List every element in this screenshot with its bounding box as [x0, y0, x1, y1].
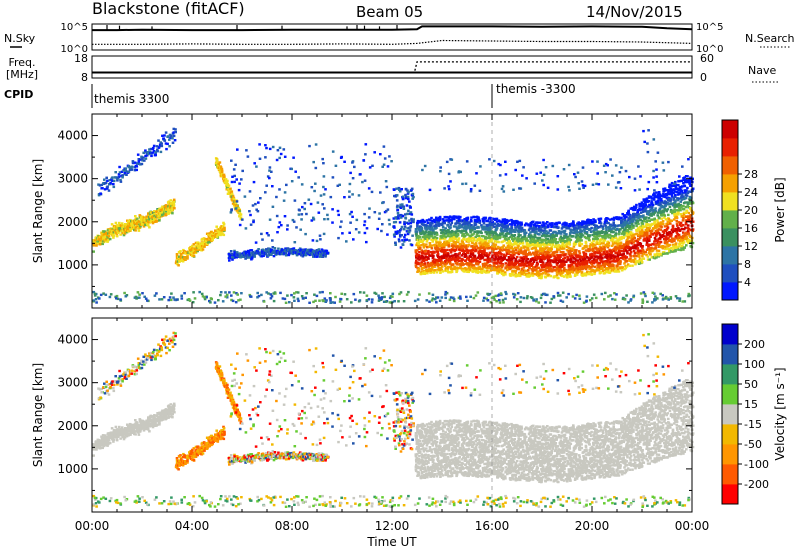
cpid-right-label: themis -3300 [496, 82, 576, 96]
x-axis-label: Time UT [366, 535, 417, 549]
nsky-label: N.Sky [4, 32, 36, 45]
colorbar-swatch [722, 264, 738, 283]
colorbar-label: Power [dB] [773, 177, 787, 242]
colorbar-tick-label: 200 [744, 338, 765, 351]
y-tick-label: 1000 [57, 462, 88, 476]
colorbar-tick-label: -100 [744, 458, 769, 471]
nave-tick-bottom: 0 [700, 71, 707, 84]
colorbar-swatch [722, 424, 738, 445]
nsky-line [92, 25, 693, 32]
noise-panel-frame [91, 23, 693, 51]
y-axis-label: Slant Range [km] [31, 363, 45, 467]
colorbar-swatch [722, 384, 738, 405]
colorbar-tick-label: 15 [744, 398, 758, 411]
colorbar-tick-label: -50 [744, 438, 762, 451]
freq-tick-bottom: 8 [81, 71, 88, 84]
nave-line [92, 61, 692, 73]
cpid-left-label: themis 3300 [94, 92, 169, 106]
colorbar-swatch [722, 444, 738, 465]
y-tick-label: 4000 [57, 333, 88, 347]
colorbar-swatch [722, 344, 738, 365]
nave-tick-top: 60 [700, 52, 714, 65]
x-tick-label: 00:00 [675, 519, 710, 533]
power-scatter [92, 127, 695, 304]
mhz-label: [MHz] [6, 68, 38, 81]
velocity-scatter [92, 331, 695, 508]
colorbar-swatch [722, 174, 738, 193]
colorbar-swatch [722, 210, 738, 229]
colorbar-swatch [722, 138, 738, 157]
colorbar-swatch [722, 364, 738, 385]
colorbar-tick-label: 24 [744, 186, 758, 199]
x-tick-label: 12:00 [375, 519, 410, 533]
noise-right-tick-top: 10^5 [696, 22, 723, 33]
freq-panel-frame [91, 55, 693, 79]
colorbar-swatch [722, 484, 738, 505]
colorbar-tick-label: 20 [744, 204, 758, 217]
header-beam: Beam 05 [356, 3, 424, 21]
colorbar-swatch [722, 228, 738, 247]
colorbar-tick-label: 100 [744, 358, 765, 371]
y-tick-label: 3000 [57, 376, 88, 390]
cpid-label: CPID [4, 88, 33, 101]
colorbar-swatch [722, 246, 738, 265]
y-tick-label: 4000 [57, 129, 88, 143]
y-tick-label: 1000 [57, 258, 88, 272]
colorbar-tick-label: 50 [744, 378, 758, 391]
velocity-panel-frame [91, 317, 693, 513]
colorbar-tick-label: 8 [744, 258, 751, 271]
colorbar-tick-label: -200 [744, 478, 769, 491]
header-date: 14/Nov/2015 [586, 3, 683, 21]
colorbar-tick-label: 16 [744, 222, 758, 235]
x-tick-label: 04:00 [175, 519, 210, 533]
x-tick-label: 00:00 [75, 519, 110, 533]
y-tick-label: 3000 [57, 172, 88, 186]
colorbar-swatch [722, 282, 738, 301]
x-tick-label: 08:00 [275, 519, 310, 533]
colorbar-frame [721, 323, 739, 505]
colorbar-tick-label: 28 [744, 168, 758, 181]
power-panel-frame [91, 113, 693, 309]
colorbar-swatch [722, 404, 738, 425]
freq-label: Freq. [8, 56, 35, 69]
colorbar-tick-label: -15 [744, 418, 762, 431]
noise-left-tick-top: 10^5 [61, 22, 88, 33]
y-tick-label: 2000 [57, 419, 88, 433]
colorbar-tick-label: 4 [744, 276, 751, 289]
colorbar-swatch [722, 324, 738, 345]
nsearch-label: N.Search [745, 32, 795, 45]
colorbar-swatch [722, 156, 738, 175]
x-tick-label: 16:00 [475, 519, 510, 533]
y-axis-label: Slant Range [km] [31, 159, 45, 263]
nsearch-line [92, 39, 693, 45]
colorbar-swatch [722, 120, 738, 139]
x-tick-label: 20:00 [575, 519, 610, 533]
header-title: Blackstone (fitACF) [92, 0, 245, 18]
colorbar-tick-label: 12 [744, 240, 758, 253]
noise-left-tick-bottom: 10^0 [61, 44, 88, 55]
noise-right-tick-bottom: 10^0 [696, 44, 723, 55]
colorbar-swatch [722, 192, 738, 211]
y-tick-label: 2000 [57, 215, 88, 229]
nave-label: Nave [748, 64, 776, 77]
colorbar-swatch [722, 464, 738, 485]
freq-tick-top: 18 [74, 52, 88, 65]
colorbar-label: Velocity [m s⁻¹] [773, 367, 787, 460]
